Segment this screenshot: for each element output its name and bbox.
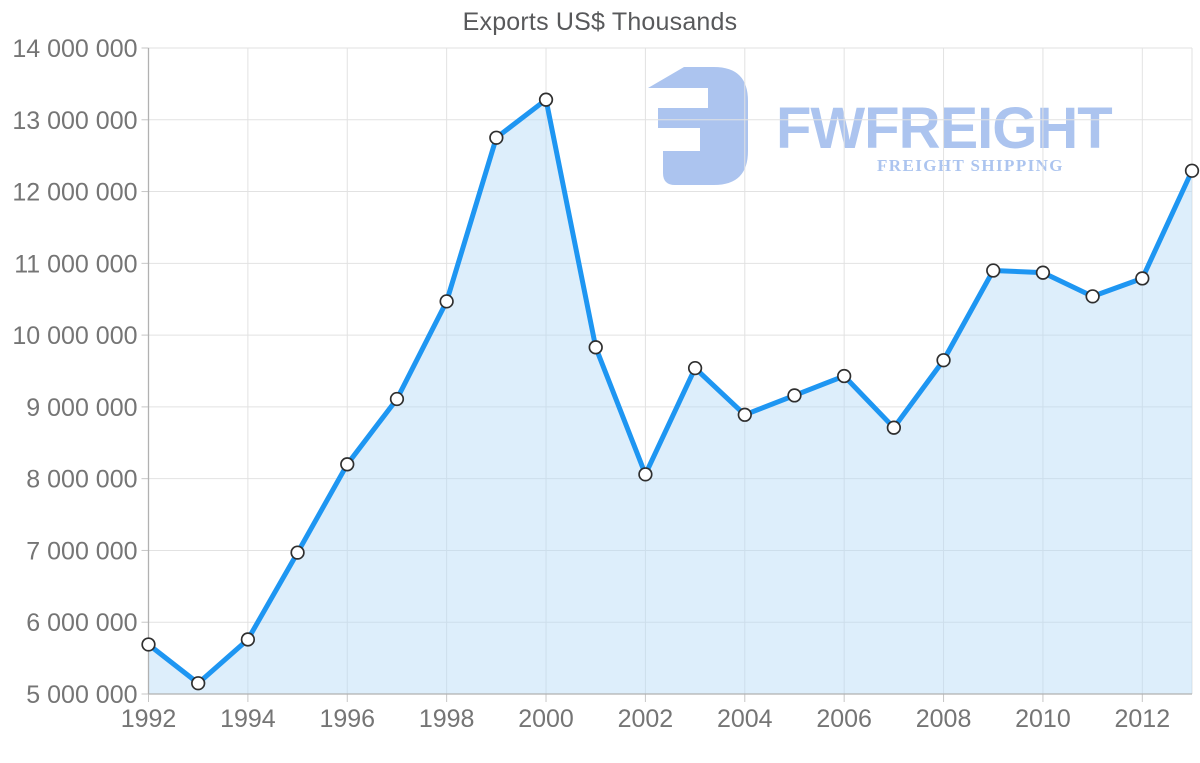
y-axis-label: 6 000 000 <box>26 609 137 637</box>
data-point-marker <box>936 353 951 368</box>
data-point-marker <box>986 263 1001 278</box>
data-point-marker <box>141 637 156 652</box>
data-point-marker <box>787 388 802 403</box>
y-axis-label: 5 000 000 <box>26 681 137 709</box>
data-point-marker <box>340 457 355 472</box>
data-point-marker <box>1085 289 1100 304</box>
data-point-marker <box>191 676 206 691</box>
data-point-marker <box>588 340 603 355</box>
x-axis-label: 2000 <box>518 705 574 733</box>
data-point-marker <box>1184 163 1200 178</box>
data-point-marker <box>439 294 454 309</box>
data-point-marker <box>737 407 752 422</box>
x-axis-label: 2010 <box>1015 705 1071 733</box>
x-axis-label: 1996 <box>319 705 375 733</box>
data-point-marker <box>240 632 256 647</box>
data-point-marker <box>837 368 852 384</box>
x-axis-label: 1998 <box>419 705 475 733</box>
y-axis-labels: 5 000 000 6 000 000 7 000 000 8 000 000 9 00… <box>12 35 137 709</box>
data-point-marker <box>687 360 703 376</box>
y-axis-label: 9 000 000 <box>26 394 137 422</box>
x-axis-label: 1992 <box>121 705 177 733</box>
data-point-markers <box>141 92 1200 691</box>
x-axis-label: 2008 <box>916 705 972 733</box>
x-axis-labels: 1992 1994 1996 1998 2000 2002 2004 2006 2008 2010… <box>121 705 1170 733</box>
data-point-marker <box>886 420 902 435</box>
y-axis-label: 14 000 000 <box>12 35 137 63</box>
x-axis-label: 2004 <box>717 705 773 733</box>
data-point-marker <box>389 391 405 407</box>
data-point-marker <box>489 130 504 145</box>
area-fill <box>148 99 1192 695</box>
x-axis-label: 2002 <box>618 705 674 733</box>
axes <box>147 48 1192 695</box>
series-line <box>146 97 1195 686</box>
y-axis-label: 8 000 000 <box>26 466 137 494</box>
data-point-marker <box>290 545 305 560</box>
data-point-marker <box>638 467 653 482</box>
y-axis-label: 7 000 000 <box>26 537 137 565</box>
y-axis-label: 12 000 000 <box>12 179 137 207</box>
y-axis-label: 11 000 000 <box>14 250 137 278</box>
x-axis-label: 1994 <box>220 705 276 733</box>
data-point-marker <box>1135 271 1150 286</box>
y-axis-label: 13 000 000 <box>12 107 137 135</box>
line-series <box>146 97 1195 686</box>
x-axis-label: 2006 <box>816 705 872 733</box>
data-point-marker <box>1035 265 1051 280</box>
chart-title: Exports US$ Thousands <box>462 8 738 36</box>
x-axis-label: 2012 <box>1114 705 1170 733</box>
data-point-marker <box>538 92 554 107</box>
series-area <box>148 99 1192 695</box>
y-axis-label: 10 000 000 <box>12 322 137 350</box>
